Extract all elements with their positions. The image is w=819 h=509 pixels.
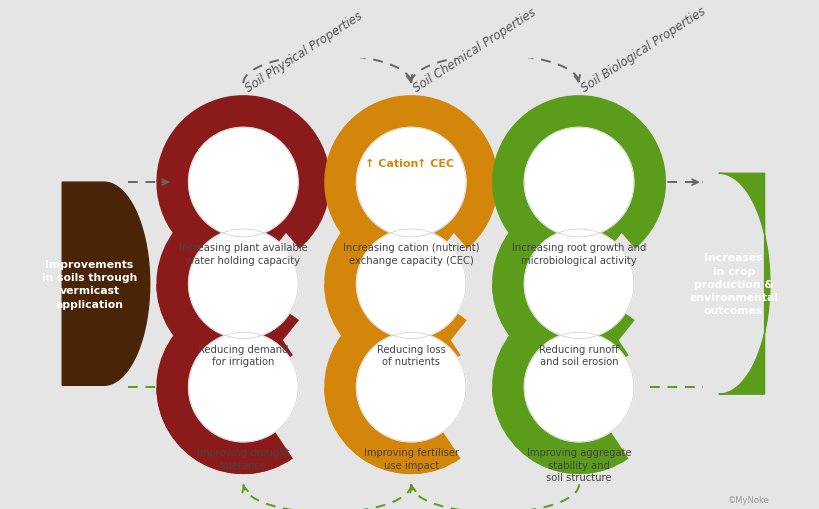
Circle shape bbox=[356, 333, 465, 442]
Circle shape bbox=[188, 128, 298, 237]
Polygon shape bbox=[717, 174, 769, 394]
Text: Increases
in crop
production &
environmental
outcomes: Increases in crop production & environme… bbox=[688, 253, 777, 316]
Text: Improving fertiliser
use impact: Improving fertiliser use impact bbox=[363, 447, 458, 470]
Text: Increasing root growth and
microbiological activity: Increasing root growth and microbiologic… bbox=[511, 243, 645, 265]
Circle shape bbox=[188, 333, 298, 442]
Text: ↑ CEC: ↑ CEC bbox=[417, 158, 454, 168]
Polygon shape bbox=[62, 183, 150, 385]
Text: Reducing demand
for irrigation: Reducing demand for irrigation bbox=[198, 344, 288, 366]
Text: Increasing cation (nutrient)
exchange capacity (CEC): Increasing cation (nutrient) exchange ca… bbox=[342, 243, 479, 265]
Circle shape bbox=[356, 128, 465, 237]
Text: Improvements
in soils through
vermicast
application: Improvements in soils through vermicast … bbox=[42, 260, 137, 309]
Circle shape bbox=[188, 230, 298, 339]
Circle shape bbox=[356, 230, 465, 339]
Circle shape bbox=[523, 230, 633, 339]
Text: Soil Physical Properties: Soil Physical Properties bbox=[243, 9, 364, 95]
Circle shape bbox=[523, 128, 633, 237]
Text: Soil Biological Properties: Soil Biological Properties bbox=[578, 5, 708, 95]
Text: Soil Chemical Properties: Soil Chemical Properties bbox=[410, 6, 538, 95]
Text: ©MyNoke: ©MyNoke bbox=[727, 495, 769, 504]
Text: Reducing loss
of nutrients: Reducing loss of nutrients bbox=[376, 344, 445, 366]
Text: Increasing plant available
water holding capacity: Increasing plant available water holding… bbox=[179, 243, 307, 265]
Text: ↑ Cation: ↑ Cation bbox=[364, 158, 418, 168]
Text: Improving drought
tolerance: Improving drought tolerance bbox=[197, 447, 289, 470]
Circle shape bbox=[523, 333, 633, 442]
Text: Reducing runoff
and soil erosion: Reducing runoff and soil erosion bbox=[539, 344, 618, 366]
Text: Improving aggregate
stability and
soil structure: Improving aggregate stability and soil s… bbox=[526, 447, 631, 482]
